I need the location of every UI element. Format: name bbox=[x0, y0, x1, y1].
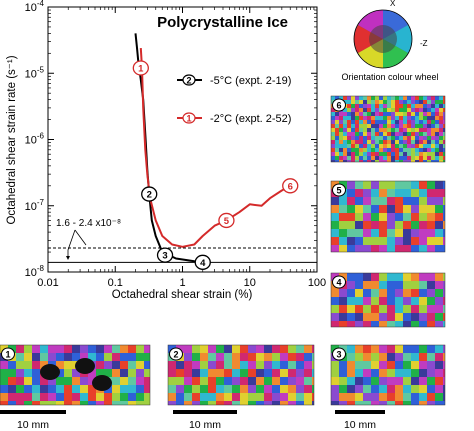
x-tick-label: 0.01 bbox=[37, 277, 58, 289]
micrograph-panel-1: 1 10 mm bbox=[0, 344, 151, 431]
annotation-arrowhead bbox=[66, 256, 70, 260]
legend-entry-1: 2 -5°C (expt. 2-19) bbox=[177, 74, 291, 87]
scale-bar-label: 10 mm bbox=[189, 419, 221, 431]
series-line-2 bbox=[139, 48, 291, 248]
legend-marker-2 bbox=[182, 112, 196, 124]
micrograph-badge bbox=[332, 98, 346, 112]
stage-marker-3-label: 3 bbox=[162, 251, 167, 262]
x-tick-label: 10 bbox=[244, 277, 256, 289]
x-tick-label: 100 bbox=[308, 277, 326, 289]
micrograph-panel-5: 5 bbox=[330, 180, 446, 253]
stage-marker-1-label: 1 bbox=[138, 64, 144, 75]
legend-marker-1-label: 2 bbox=[186, 76, 191, 86]
legend-entry-2: 1 -2°C (expt. 2-52) bbox=[177, 112, 291, 125]
scale-bar bbox=[335, 410, 385, 414]
micrograph-badge bbox=[169, 347, 183, 361]
stage-marker-6 bbox=[282, 178, 299, 194]
chart-title: Polycrystalline Ice bbox=[157, 14, 288, 31]
y-tick-label: 10-4 bbox=[25, 0, 45, 14]
stage-marker-3 bbox=[156, 247, 174, 263]
stage-marker-2 bbox=[141, 186, 158, 202]
x-tick-label: 1 bbox=[179, 277, 185, 289]
micrograph-panel-6: 6 bbox=[330, 95, 446, 163]
strain-rate-chart: 10-4 10-5 10-6 10-7 10-8 0.01 0.1 1 10 100 1 2 3 4 5… bbox=[6, 0, 326, 301]
micrograph-badge bbox=[332, 347, 346, 361]
stage-marker-6-label: 6 bbox=[288, 181, 293, 192]
stage-marker-5-label: 5 bbox=[224, 216, 230, 227]
scale-bar-label: 10 mm bbox=[17, 419, 49, 431]
scale-bar bbox=[0, 410, 66, 414]
band-annotation: 1.6 - 2.4 x10⁻⁸ bbox=[56, 218, 121, 229]
wheel-axis-x: X bbox=[390, 0, 396, 8]
micrograph-label: 3 bbox=[336, 350, 341, 360]
micrograph-label: 2 bbox=[173, 350, 178, 360]
micrographs: 6 5 4 1 10 mm 2 10 mm 3 10 mm bbox=[0, 95, 446, 431]
legend: 2 -5°C (expt. 2-19) 1 -2°C (expt. 2-52) bbox=[177, 74, 291, 125]
x-axis-label: Octahedral shear strain (%) bbox=[112, 289, 253, 301]
micrograph-label: 5 bbox=[336, 186, 341, 196]
y-ticks: 10-4 10-5 10-6 10-7 10-8 bbox=[25, 0, 317, 279]
wheel-axis-z: -Z bbox=[420, 39, 428, 48]
x-ticks: 0.01 0.1 1 10 100 bbox=[37, 7, 326, 289]
stage-markers: 1 2 3 4 5 6 bbox=[132, 60, 299, 270]
legend-marker-1 bbox=[182, 74, 196, 86]
micrograph-panel-3: 3 10 mm bbox=[330, 344, 446, 431]
stage-marker-1 bbox=[132, 60, 149, 76]
stage-marker-4-label: 4 bbox=[200, 258, 206, 269]
plot-frame bbox=[47, 6, 318, 273]
x-tick-label: 0.1 bbox=[108, 277, 123, 289]
micrograph-badge bbox=[1, 347, 15, 361]
legend-label-1: -5°C (expt. 2-19) bbox=[210, 75, 291, 87]
scale-bar-label: 10 mm bbox=[344, 419, 376, 431]
y-tick-label: 10-5 bbox=[25, 65, 45, 80]
stage-marker-4 bbox=[194, 254, 211, 270]
micrograph-badge bbox=[332, 275, 346, 289]
wheel-caption: Orientation colour wheel bbox=[341, 72, 438, 82]
micrograph-badge bbox=[332, 183, 346, 197]
y-tick-label: 10-6 bbox=[25, 132, 45, 147]
legend-marker-2-label: 1 bbox=[186, 114, 191, 124]
micrograph-panel-2: 2 10 mm bbox=[167, 344, 315, 431]
stage-marker-2-label: 2 bbox=[147, 190, 152, 201]
y-tick-label: 10-7 bbox=[25, 198, 45, 213]
y-axis-label: Octahedral shear strain rate (s⁻¹) bbox=[6, 55, 18, 224]
y-tick-label: 10-8 bbox=[25, 264, 45, 279]
legend-label-2: -2°C (expt. 2-52) bbox=[210, 113, 291, 125]
annotation-arrow bbox=[67, 229, 76, 258]
micrograph-panel-4: 4 bbox=[330, 272, 446, 328]
scale-bar bbox=[173, 410, 237, 414]
micrograph-label: 1 bbox=[5, 350, 10, 360]
stage-marker-5 bbox=[218, 212, 235, 229]
orientation-wheel: X -Z Orientation colour wheel bbox=[341, 0, 438, 82]
annotation-arrow-2 bbox=[74, 229, 87, 246]
reference-lines bbox=[48, 247, 317, 263]
micrograph-label: 4 bbox=[336, 278, 341, 288]
micrograph-label: 6 bbox=[336, 101, 341, 111]
